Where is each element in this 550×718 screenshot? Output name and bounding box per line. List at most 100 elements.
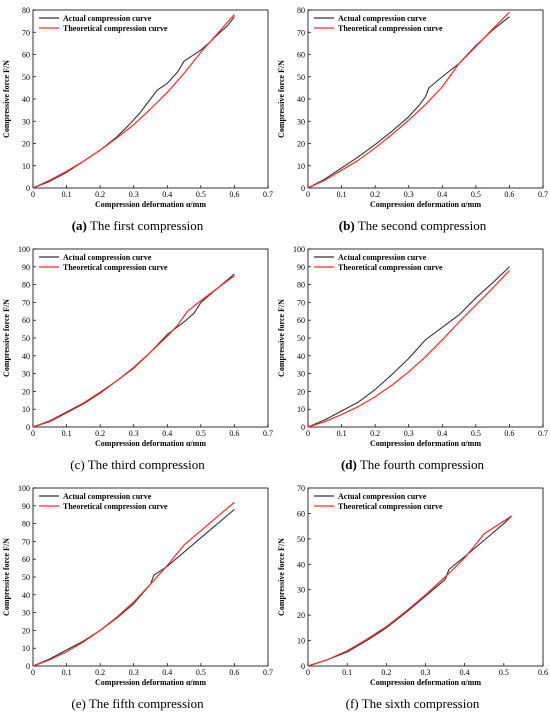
x-tick-label: 0.4: [460, 668, 470, 677]
x-tick-label: 0.1: [62, 668, 72, 677]
theoretical-curve-line: [307, 515, 512, 667]
x-tick-label: 0.1: [337, 190, 347, 199]
x-tick-label: 0.5: [196, 668, 206, 677]
x-axis-label: Compression deformation α/mm: [370, 678, 481, 687]
y-tick-label: 0: [26, 184, 30, 193]
legend-label: Actual compression curve: [63, 492, 152, 501]
x-tick-label: 0.3: [404, 429, 414, 438]
y-axis-label: Compressive force F/N: [277, 299, 286, 377]
plot-frame: [307, 248, 544, 428]
x-tick-label: 0.1: [62, 190, 72, 199]
actual-curve-line: [307, 266, 510, 428]
y-tick-label: 60: [22, 555, 30, 564]
x-tick-label: 0.3: [129, 429, 139, 438]
caption-letter: (c): [70, 457, 85, 472]
legend-label: Theoretical compression curve: [63, 24, 168, 33]
y-tick-label: 90: [22, 502, 30, 511]
legend-label: Actual compression curve: [63, 14, 152, 23]
y-tick-label: 10: [22, 162, 30, 171]
y-tick-label: 80: [22, 281, 30, 290]
subplot-f: 0 0.1 0.2 0.3 0.4 0.5 0.6 0 10 20 30 40 50 60 70 Compre…: [275, 478, 550, 718]
y-axis-label: Compressive force F/N: [2, 538, 11, 616]
theoretical-curve-line: [307, 269, 510, 428]
x-tick-label: 0.4: [437, 190, 447, 199]
x-tick-label: 0: [306, 190, 310, 199]
y-tick-label: 30: [297, 117, 305, 126]
x-tick-label: 0.1: [342, 668, 352, 677]
x-tick-label: 0.3: [404, 190, 414, 199]
caption-b: (b) The second compression: [275, 218, 550, 234]
x-tick-label: 0.2: [381, 668, 391, 677]
x-tick-label: 0.4: [437, 429, 447, 438]
y-tick-label: 100: [18, 484, 30, 493]
y-tick-label: 60: [22, 51, 30, 60]
caption-text: The second compression: [357, 218, 487, 233]
y-tick-label: 80: [22, 6, 30, 15]
x-tick-label: 0.5: [499, 668, 509, 677]
actual-curve-line: [32, 273, 235, 428]
caption-letter: (b): [338, 218, 355, 233]
x-tick-label: 0.7: [263, 190, 273, 199]
x-tick-label: 0: [31, 429, 35, 438]
theoretical-curve-line: [32, 501, 235, 667]
subplot-d: 0 0.1 0.2 0.3 0.4 0.5 0.6 0.7 0 10 20 30 40 50 60 70 80 9…: [275, 239, 550, 478]
y-tick-label: 10: [297, 637, 305, 646]
caption-c: (c) The third compression: [0, 457, 275, 473]
y-tick-label: 0: [301, 184, 305, 193]
x-tick-label: 0.6: [229, 190, 239, 199]
x-tick-label: 0.3: [421, 668, 431, 677]
chart-e: 0 0.1 0.2 0.3 0.4 0.5 0.6 0.7 0 10 20 30 40 50 60 70 80 9…: [2, 484, 273, 687]
y-tick-label: 10: [22, 405, 30, 414]
y-tick-label: 50: [297, 334, 305, 343]
caption-text: The third compression: [87, 457, 205, 472]
y-tick-label: 50: [297, 73, 305, 82]
legend-label: Actual compression curve: [338, 492, 427, 501]
plot-frame: [32, 487, 269, 667]
y-axis-label: Compressive force F/N: [277, 60, 286, 138]
caption-letter: (e): [71, 696, 86, 711]
caption-letter: (d): [340, 457, 357, 472]
actual-curve-line: [32, 16, 235, 189]
x-axis-label: Compression deformation α/mm: [95, 200, 206, 209]
theoretical-curve-line: [32, 14, 235, 189]
x-tick-label: 0.1: [62, 429, 72, 438]
caption-text: The sixth compression: [361, 696, 480, 711]
x-tick-label: 0.5: [196, 429, 206, 438]
legend-label: Actual compression curve: [338, 14, 427, 23]
x-axis-label: Compression deformation α/mm: [370, 200, 481, 209]
x-tick-label: 0.5: [471, 190, 481, 199]
x-tick-label: 0.7: [263, 429, 273, 438]
x-tick-label: 0.2: [370, 190, 380, 199]
x-tick-label: 0.1: [337, 429, 347, 438]
y-tick-label: 10: [297, 405, 305, 414]
y-tick-label: 50: [22, 573, 30, 582]
caption-e: (e) The fifth compression: [0, 696, 275, 712]
x-axis-label: Compression deformation α/mm: [95, 439, 206, 448]
y-tick-label: 100: [18, 245, 30, 254]
y-tick-label: 50: [22, 73, 30, 82]
y-tick-label: 40: [297, 352, 305, 361]
y-tick-label: 20: [297, 387, 305, 396]
caption-a: (a) The first compression: [0, 218, 275, 234]
y-tick-label: 70: [22, 28, 30, 37]
y-tick-label: 40: [22, 591, 30, 600]
y-tick-label: 60: [22, 316, 30, 325]
y-axis-label: Compressive force F/N: [2, 60, 11, 138]
x-tick-label: 0.2: [95, 668, 105, 677]
chart-c: 0 0.1 0.2 0.3 0.4 0.5 0.6 0.7 0 10 20 30 40 50 60 70 80 9…: [2, 245, 273, 448]
y-tick-label: 70: [297, 28, 305, 37]
caption-text: The fifth compression: [88, 696, 204, 711]
subplot-c: 0 0.1 0.2 0.3 0.4 0.5 0.6 0.7 0 10 20 30 40 50 60 70 80 9…: [0, 239, 275, 478]
x-tick-label: 0.6: [229, 668, 239, 677]
y-tick-label: 50: [22, 334, 30, 343]
x-axis-label: Compression deformation α/mm: [370, 439, 481, 448]
y-tick-label: 90: [22, 263, 30, 272]
caption-letter: (f): [345, 696, 359, 711]
x-tick-label: 0.7: [263, 668, 273, 677]
y-tick-label: 30: [297, 370, 305, 379]
x-tick-label: 0.2: [370, 429, 380, 438]
y-tick-label: 0: [26, 423, 30, 432]
y-tick-label: 60: [297, 316, 305, 325]
legend-label: Theoretical compression curve: [63, 502, 168, 511]
